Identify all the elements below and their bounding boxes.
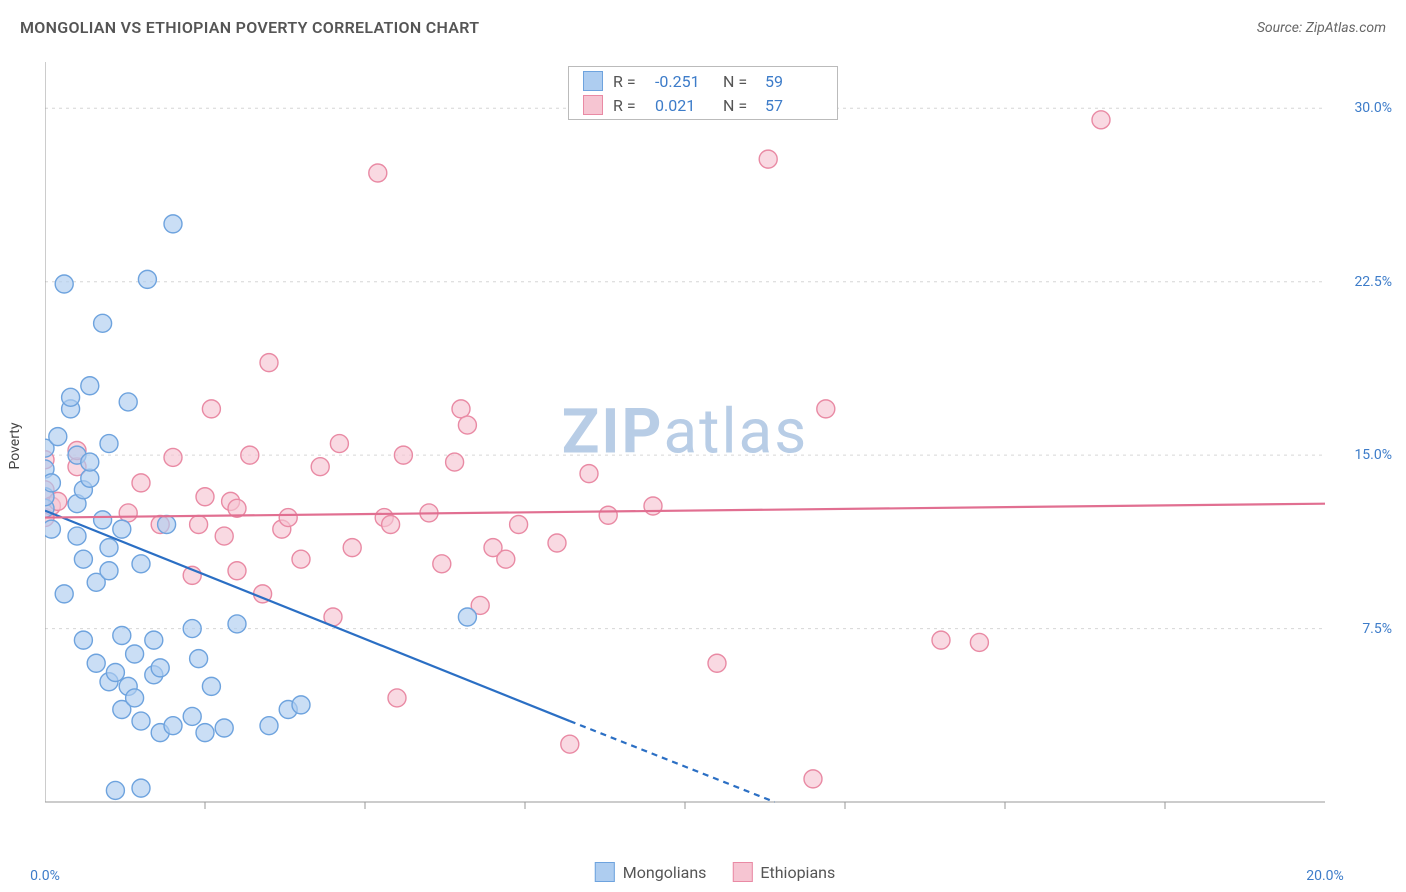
- r-label: R =: [613, 96, 645, 115]
- n-value-ethiopians: 57: [765, 96, 823, 115]
- n-value-mongolians: 59: [765, 72, 823, 91]
- y-tick-label: 22.5%: [1354, 274, 1392, 290]
- stats-row-mongolians: R = -0.251 N = 59: [569, 69, 837, 93]
- y-axis-label: Poverty: [7, 422, 23, 469]
- stats-row-ethiopians: R = 0.021 N = 57: [569, 93, 837, 117]
- x-tick-label: 0.0%: [30, 868, 60, 884]
- legend-item-ethiopians: Ethiopians: [732, 862, 835, 882]
- swatch-mongolians: [595, 862, 615, 882]
- swatch-ethiopians: [583, 95, 603, 115]
- swatch-ethiopians: [732, 862, 752, 882]
- n-label: N =: [723, 72, 755, 91]
- y-tick-label: 30.0%: [1354, 100, 1392, 116]
- legend-label-ethiopians: Ethiopians: [760, 863, 835, 882]
- chart-title: MONGOLIAN VS ETHIOPIAN POVERTY CORRELATI…: [20, 18, 479, 37]
- r-value-ethiopians: 0.021: [655, 96, 713, 115]
- stats-legend: R = -0.251 N = 59 R = 0.021 N = 57: [568, 66, 838, 120]
- plot-area: ZIPatlas: [45, 62, 1325, 832]
- legend-label-mongolians: Mongolians: [623, 863, 707, 882]
- legend-item-mongolians: Mongolians: [595, 862, 707, 882]
- n-label: N =: [723, 96, 755, 115]
- y-tick-label: 7.5%: [1362, 621, 1392, 637]
- source-label: Source: ZipAtlas.com: [1257, 20, 1386, 36]
- x-tick-label: 20.0%: [1306, 868, 1344, 884]
- r-label: R =: [613, 72, 645, 91]
- chart-svg: [45, 62, 1325, 832]
- chart-header: MONGOLIAN VS ETHIOPIAN POVERTY CORRELATI…: [20, 18, 1386, 37]
- y-tick-label: 15.0%: [1354, 447, 1392, 463]
- swatch-mongolians: [583, 71, 603, 91]
- series-legend: Mongolians Ethiopians: [595, 862, 835, 882]
- r-value-mongolians: -0.251: [655, 72, 713, 91]
